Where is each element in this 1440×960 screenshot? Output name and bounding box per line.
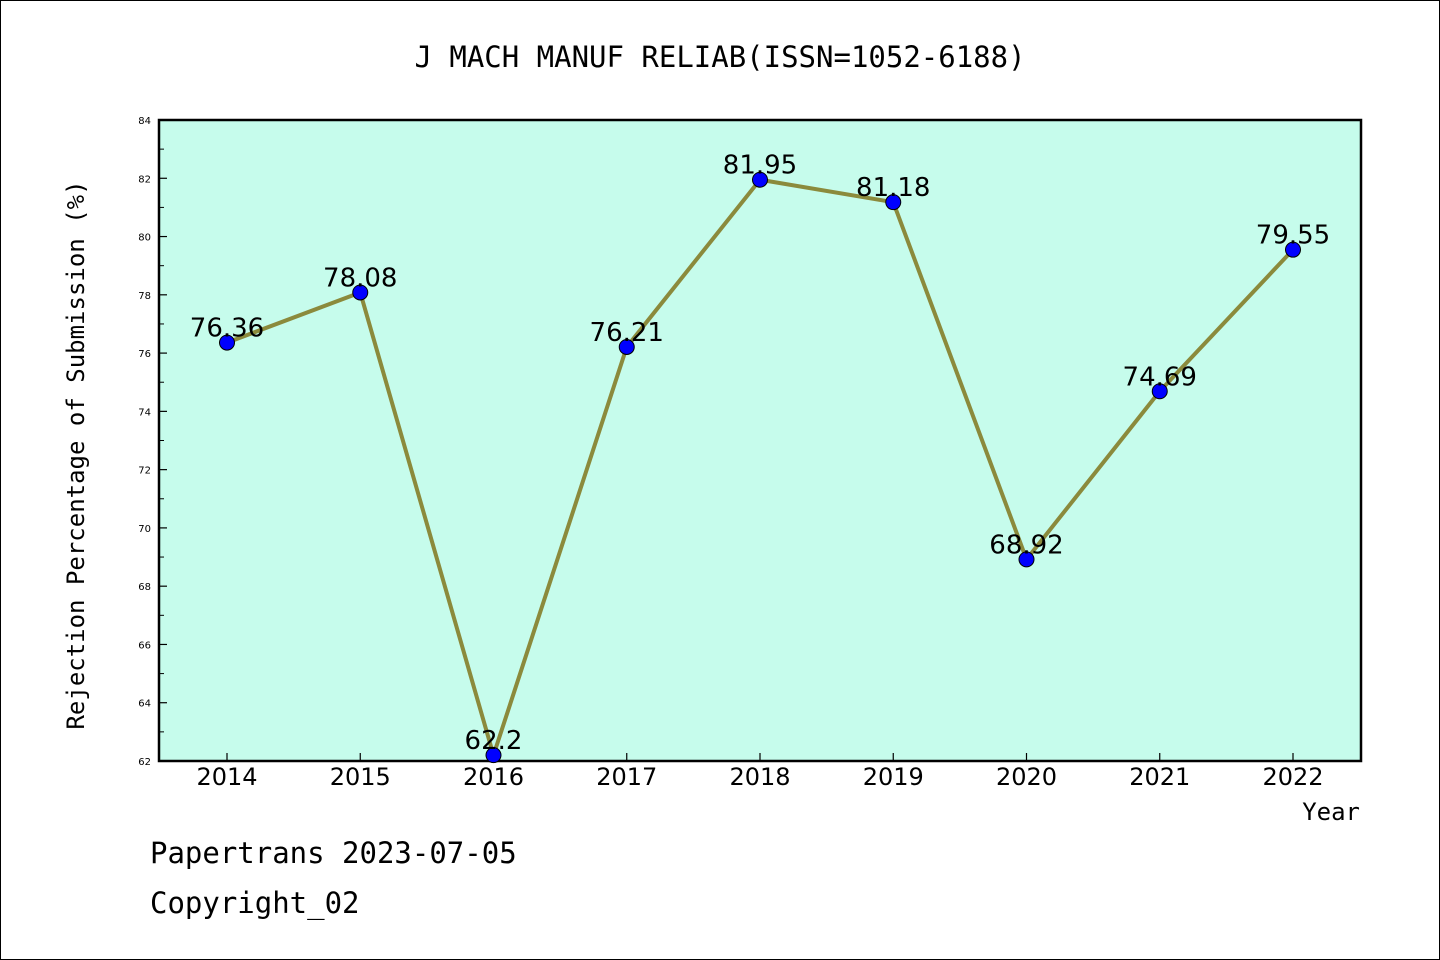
y-tick-label: 72 [138,466,151,477]
data-point [485,747,502,764]
y-tick-label: 68 [138,582,151,593]
plot-area [157,118,1363,763]
y-tick-label: 64 [138,699,151,710]
data-label: 81.95 [723,151,797,181]
x-axis: 2014 2015 2016 2017 2018 2019 2020 2021 2022 [196,753,1324,791]
data-label: 78.08 [323,263,397,293]
data-point [752,171,768,188]
data-label: 76.36 [190,314,264,344]
y-tick-label: 76 [138,349,151,360]
chart-title: J MACH MANUF RELIAB(ISSN=1052-6188) [414,40,1025,74]
x-tick-label: 2018 [729,763,790,791]
data-label: 79.55 [1256,221,1330,251]
y-tick-label: 74 [138,407,151,418]
data-label: 76.21 [590,318,664,348]
data-label: 81.18 [856,173,930,203]
x-tick-label: 2020 [996,763,1057,791]
footer-date: Papertrans 2023-07-05 [150,836,517,870]
y-tick-label: 70 [138,524,151,535]
y-axis: 62 64 66 68 70 72 74 76 78 80 82 84 [138,116,167,768]
data-point [1285,241,1301,258]
data-label: 74.69 [1123,362,1197,392]
y-tick-label: 66 [138,640,151,651]
data-point [885,194,902,211]
data-point [1151,383,1168,400]
y-tick-label: 82 [138,174,151,185]
x-tick-label: 2022 [1262,763,1323,791]
x-tick-label: 2015 [330,763,391,791]
x-tick-label: 2019 [863,763,924,791]
data-point [352,284,369,301]
data-label: 62.2 [465,726,523,756]
y-tick-label: 84 [138,116,151,127]
x-tick-label: 2021 [1129,763,1190,791]
y-tick-label: 80 [138,233,151,244]
y-tick-label: 78 [138,291,151,302]
data-labels: 76.36 78.08 62.2 76.21 81.95 81.18 68.92 74.69 7… [190,151,1330,756]
series-markers [219,171,1301,764]
data-point [1018,551,1035,568]
y-axis-label: Rejection Percentage of Submission (%) [62,180,90,729]
data-point [618,338,635,355]
x-tick-label: 2014 [196,763,257,791]
x-tick-label: 2016 [463,763,524,791]
y-tick-label: 62 [138,757,151,768]
data-label: 68.92 [989,530,1063,560]
x-tick-label: 2017 [596,763,657,791]
footer-copyright: Copyright_02 [150,886,360,920]
data-point [219,334,235,351]
x-axis-label: Year [1302,798,1360,826]
